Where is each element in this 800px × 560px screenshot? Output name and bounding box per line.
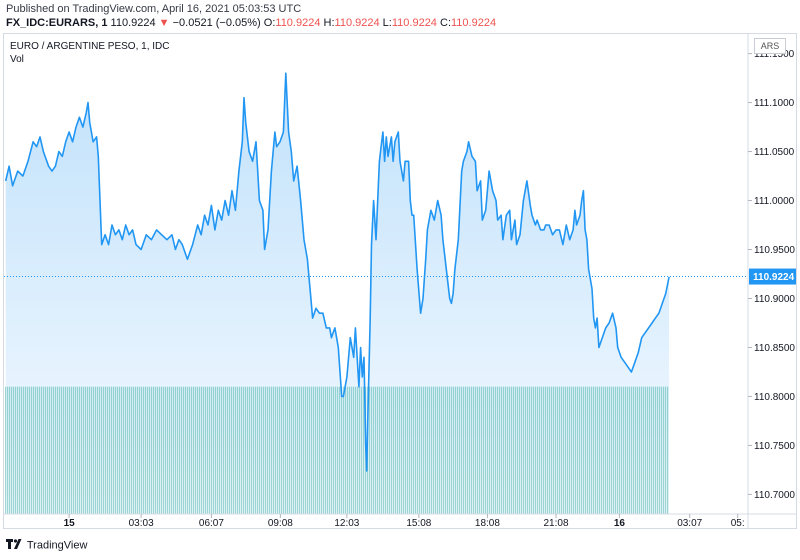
currency-badge[interactable]: ARS bbox=[754, 38, 786, 54]
brand-name[interactable]: TradingView bbox=[26, 539, 88, 552]
x-tick-label: 09:08 bbox=[268, 518, 293, 529]
last-price-badge-label: 110.9224 bbox=[753, 272, 795, 283]
y-tick-label: 111.1000 bbox=[754, 98, 795, 109]
x-tick-label: 06:07 bbox=[199, 518, 224, 529]
close-label: C: bbox=[440, 17, 451, 29]
x-tick-label: 12:03 bbox=[334, 518, 359, 529]
y-tick-label: 110.8500 bbox=[754, 343, 795, 354]
low-label: L: bbox=[382, 17, 392, 29]
x-tick-label: 15:08 bbox=[406, 518, 431, 529]
last-price-badge bbox=[749, 268, 796, 285]
low-value: 110.9224 bbox=[391, 17, 437, 29]
close-value: 110.9224 bbox=[451, 17, 497, 29]
published-label: Published on TradingView.com, April 16, … bbox=[6, 3, 302, 15]
chart-frame bbox=[3, 33, 797, 529]
y-tick-label: 110.8000 bbox=[754, 392, 795, 403]
price-line[interactable] bbox=[4, 72, 670, 472]
x-tick-label: 15 bbox=[64, 518, 76, 529]
tradingview-logo-icon[interactable] bbox=[6, 538, 24, 553]
x-tick-label: 05: bbox=[731, 518, 745, 529]
x-tick-label: 03:03 bbox=[129, 518, 154, 529]
last-price: 110.9224 bbox=[110, 17, 156, 29]
footer: TradingView bbox=[6, 538, 87, 558]
down-arrow-icon: ▼ bbox=[158, 17, 170, 29]
y-tick-label: 111.1500 bbox=[754, 49, 795, 60]
y-tick-label: 110.7500 bbox=[754, 441, 795, 452]
symbol-name[interactable]: FX_IDC:EURARS, 1 bbox=[6, 17, 108, 29]
y-tick-label: 110.9500 bbox=[754, 245, 795, 256]
y-tick-label: 110.7000 bbox=[754, 490, 795, 501]
y-tick-label: 111.0500 bbox=[754, 147, 795, 158]
volume-label: Vol bbox=[10, 54, 24, 65]
chart-title: EURO / ARGENTINE PESO, 1, IDC bbox=[10, 41, 170, 52]
x-tick-label: 03:07 bbox=[677, 518, 702, 529]
y-tick-label: 111.0000 bbox=[754, 196, 795, 207]
x-tick-label: 21:08 bbox=[543, 518, 568, 529]
high-value: 110.9224 bbox=[334, 17, 380, 29]
open-label: O: bbox=[263, 17, 276, 29]
x-tick-label: 18:08 bbox=[475, 518, 500, 529]
open-value: 110.9224 bbox=[275, 17, 321, 29]
high-label: H: bbox=[323, 17, 335, 29]
symbol-info-row: FX_IDC:EURARS, 1 110.9224 ▼ −0.0521 (−0.… bbox=[6, 17, 496, 29]
y-tick-label: 110.9000 bbox=[754, 294, 795, 305]
price-change: −0.0521 (−0.05%) bbox=[172, 17, 261, 29]
x-tick-label: 16 bbox=[614, 518, 626, 529]
